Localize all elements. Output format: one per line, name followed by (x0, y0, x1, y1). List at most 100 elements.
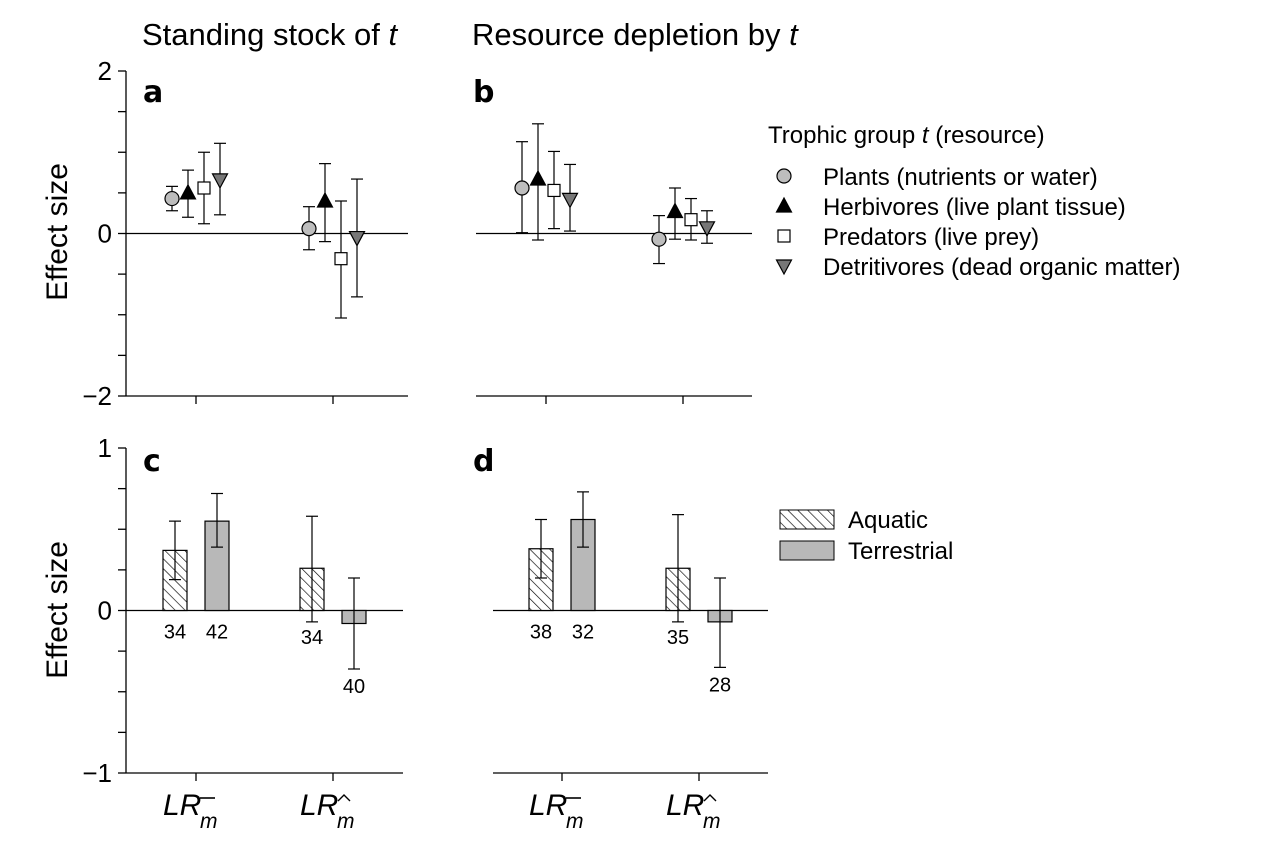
y-tick-label: 0 (98, 219, 112, 249)
category-label: LRm (163, 789, 218, 833)
y-tick-label: 0 (98, 596, 112, 626)
legend-terrestrial-label: Terrestrial (848, 538, 953, 565)
bar-aquatic: 34 (299, 515, 325, 649)
panel-letter-c: c (143, 444, 161, 479)
sample-size-label: 35 (667, 627, 689, 649)
data-point-square (684, 197, 698, 241)
y-axis-title-top: Effect size (41, 163, 74, 301)
data-point-circle (301, 206, 317, 251)
data-point-triangle-down (348, 178, 366, 298)
y-tick-label: −1 (82, 758, 112, 788)
data-point-triangle-up (316, 163, 334, 243)
marker-triangle-up (666, 202, 684, 219)
panel-letter-d: d (473, 444, 494, 479)
sample-size-label: 32 (572, 622, 594, 644)
data-point-circle (164, 185, 180, 212)
legend-item-circle: Plants (nutrients or water) (776, 164, 1098, 191)
marker-circle (514, 180, 530, 196)
marker-triangle-down (348, 230, 366, 247)
bar-aquatic: 38 (528, 518, 554, 644)
category-label-sub: m (566, 810, 584, 833)
legend-marker-square (777, 229, 791, 243)
bar-terrestrial: 42 (204, 492, 230, 644)
data-point-triangle-up (529, 123, 547, 241)
legend-marker-triangle-up (775, 196, 793, 213)
category-label: LRm (300, 789, 355, 833)
bar-terrestrial: 40 (341, 577, 367, 698)
sample-size-label: 40 (343, 676, 365, 698)
marker-triangle-up (316, 191, 334, 208)
y-axis-title-bottom: Effect size (41, 541, 74, 679)
data-point-triangle-up (179, 169, 197, 218)
category-accent-hat (337, 794, 351, 802)
data-point-triangle-down (211, 142, 229, 216)
data-point-triangle-up (666, 187, 684, 240)
marker-circle (651, 231, 667, 247)
legend-marker-circle (776, 168, 792, 184)
marker-square (547, 183, 561, 198)
y-tick-label: 1 (98, 433, 112, 463)
legend-habitat: Aquatic Terrestrial (779, 507, 953, 565)
category-label: LRm (529, 789, 584, 833)
column-title-left: Standing stock of t (142, 17, 398, 52)
data-point-square (334, 200, 348, 319)
bar-aquatic: 34 (162, 520, 188, 644)
panel-a: 2 0 −2 (82, 56, 408, 411)
marker-triangle-up (529, 169, 547, 186)
panel-d: 38 32 35 28 (493, 491, 768, 781)
category-label: LRm (666, 789, 721, 833)
y-tick-label: 2 (98, 56, 112, 86)
legend-label: Predators (live prey) (823, 224, 1039, 251)
data-point-triangle-down (698, 210, 716, 244)
marker-square (197, 181, 211, 195)
panel-letter-b: b (473, 75, 494, 110)
data-point-square (197, 151, 211, 225)
legend-label: Detritivores (dead organic matter) (823, 254, 1180, 281)
legend-marker-triangle-down (775, 259, 793, 276)
legend-item-triangle-down: Detritivores (dead organic matter) (775, 254, 1180, 281)
sample-size-label: 28 (709, 674, 731, 696)
category-label-main: LR (163, 789, 201, 822)
panel-b (476, 123, 752, 404)
legend-terrestrial-swatch (779, 540, 835, 561)
category-label-sub: m (337, 810, 355, 833)
bar-terrestrial: 32 (570, 491, 596, 644)
sample-size-label: 34 (301, 627, 323, 649)
legend-label: Herbivores (live plant tissue) (823, 194, 1126, 221)
category-label-main: LR (529, 789, 567, 822)
data-point-circle (651, 215, 667, 265)
panel-letter-a: a (143, 75, 163, 110)
category-label-sub: m (703, 810, 721, 833)
data-point-circle (514, 141, 530, 234)
marker-triangle-down (698, 221, 716, 238)
bar-aquatic: 35 (665, 514, 691, 649)
marker-circle (301, 221, 317, 237)
legend-label: Plants (nutrients or water) (823, 164, 1098, 191)
marker-circle (164, 190, 180, 207)
marker-triangle-down (211, 173, 229, 190)
legend-aquatic-swatch (779, 509, 835, 530)
bar-terrestrial: 28 (707, 577, 733, 696)
data-point-square (547, 150, 561, 230)
category-accent-hat (703, 794, 717, 802)
sample-size-label: 42 (206, 622, 228, 644)
category-label-main: LR (300, 789, 338, 822)
legend-trophic-group: Trophic group t (resource) Plants (nutri… (768, 122, 1180, 281)
legend-trophic-title: Trophic group t (resource) (768, 122, 1045, 149)
y-tick-label: −2 (82, 381, 112, 411)
legend-item-triangle-up: Herbivores (live plant tissue) (775, 194, 1126, 221)
sample-size-label: 34 (164, 622, 186, 644)
marker-square (334, 252, 348, 266)
panel-c: 1 0 −1 34 42 34 40 (82, 433, 403, 788)
category-label-sub: m (200, 810, 218, 833)
legend-item-square: Predators (live prey) (777, 224, 1039, 251)
legend-aquatic-label: Aquatic (848, 507, 928, 534)
column-title-right: Resource depletion by t (472, 17, 799, 52)
data-point-triangle-down (561, 163, 579, 232)
marker-square (684, 213, 698, 227)
sample-size-label: 38 (530, 622, 552, 644)
marker-triangle-down (561, 192, 579, 209)
category-label-main: LR (666, 789, 704, 822)
marker-triangle-up (179, 183, 197, 200)
